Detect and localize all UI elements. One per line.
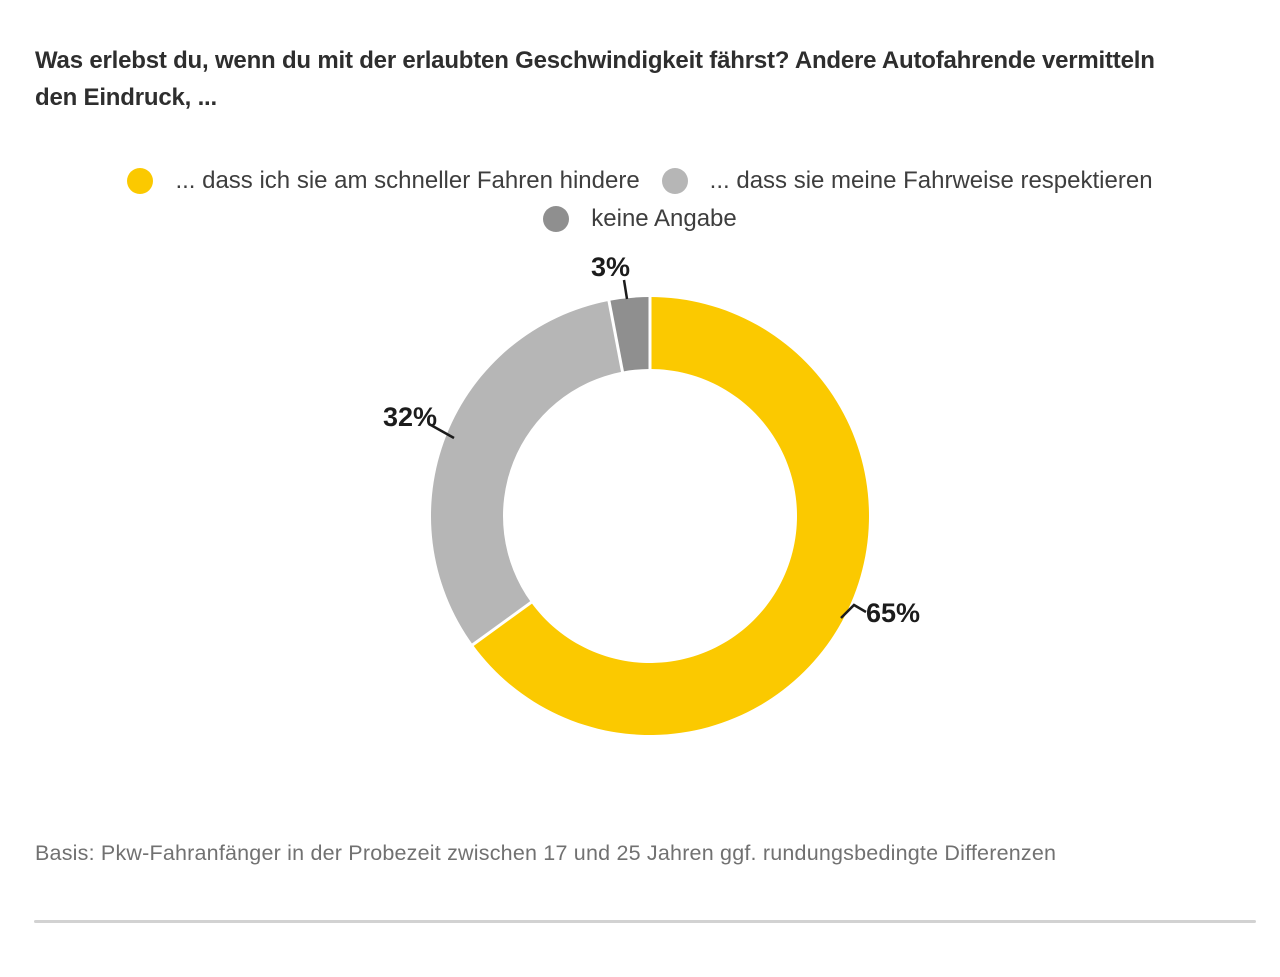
legend-swatch-respektieren: [661, 168, 688, 194]
title-line-1: Was erlebst du, wenn du mit der erlaubte…: [35, 47, 1155, 74]
legend-swatch-hindere: [127, 168, 154, 194]
percent-label-respektieren: 32%: [383, 402, 438, 432]
title-line-2: den Eindruck, ...: [35, 84, 217, 111]
percent-label-hindere: 65%: [866, 598, 921, 628]
chart-question-title: Was erlebst du, wenn du mit der erlaubte…: [35, 42, 1155, 116]
leader-line-respektieren: [428, 422, 455, 440]
bottom-divider: [34, 920, 1256, 923]
leader-line-hindere: [840, 603, 867, 619]
leader-line-keine-angabe: [622, 279, 629, 300]
legend-item-hindere: ... dass ich sie am schneller Fahren hin…: [127, 167, 640, 195]
legend-item-respektieren: ... dass sie meine Fahrweise respektiere…: [661, 167, 1153, 195]
donut-chart: [428, 279, 869, 735]
legend-swatch-keine-angabe: [543, 206, 570, 232]
legend-label-keine-angabe: keine Angabe: [591, 205, 737, 232]
segment-separator-2: [607, 298, 625, 374]
legend-item-keine-angabe: keine Angabe: [543, 205, 737, 233]
legend-row-1: ... dass ich sie am schneller Fahren hin…: [127, 162, 1153, 200]
donut-segment-0: [472, 297, 869, 735]
chart-legend: ... dass ich sie am schneller Fahren hin…: [0, 162, 1280, 238]
basis-footnote: Basis: Pkw-Fahranfänger in der Probezeit…: [35, 841, 1057, 865]
percent-label-keine-angabe: 3%: [591, 252, 631, 282]
legend-row-2: keine Angabe: [543, 200, 737, 238]
donut-segment-1: [431, 300, 623, 645]
segment-separator-1: [470, 600, 534, 648]
legend-label-respektieren: ... dass sie meine Fahrweise respektiere…: [709, 167, 1153, 194]
legend-label-hindere: ... dass ich sie am schneller Fahren hin…: [175, 167, 640, 194]
